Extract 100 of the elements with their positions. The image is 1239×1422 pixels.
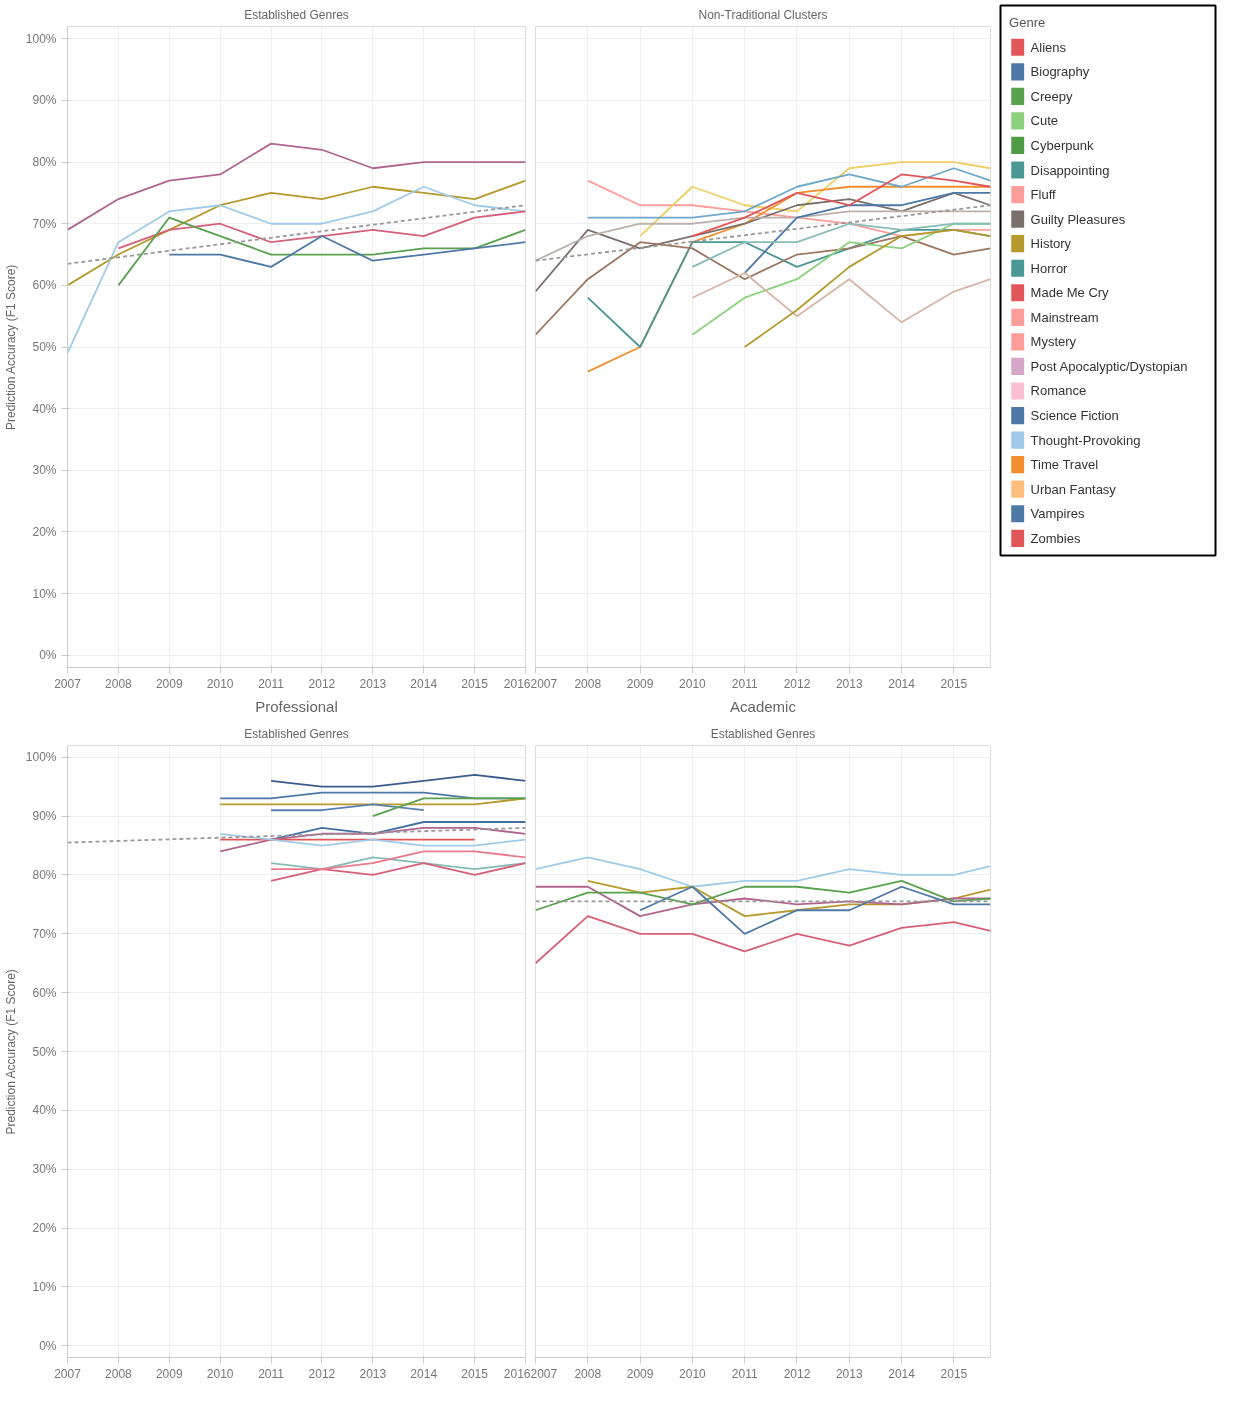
x-tick-label: 2014 <box>888 1366 916 1381</box>
x-tick-label: 2014 <box>410 676 438 691</box>
y-tick-label: 30% <box>32 1162 57 1177</box>
category-label: Zombies <box>1030 530 1081 546</box>
line-series <box>270 862 526 882</box>
category-label: Creepy <box>1030 88 1074 104</box>
x-tick-label: 2012 <box>308 676 336 691</box>
x-tick-label: 2009 <box>155 676 183 691</box>
category-label: Horror <box>1030 260 1069 276</box>
y-tick-label: 40% <box>32 401 57 416</box>
chart-subtitle: Established Genres <box>244 726 349 741</box>
chart-subtitle: Established Genres <box>710 726 816 741</box>
y-tick-label: 100% <box>25 31 57 46</box>
y-tick-label: 50% <box>32 340 57 354</box>
y-tick-label: 10% <box>32 586 57 601</box>
category-label: Aliens <box>1030 39 1067 55</box>
y-axis-title: Prediction Accuracy (F1 Score) <box>3 969 18 1135</box>
y-axis-title: Prediction Accuracy (F1 Score) <box>3 264 18 431</box>
x-tick-label: 2011 <box>258 1366 285 1381</box>
category-label: Post Apocalyptic/Dystopian <box>1030 358 1188 374</box>
category-label: Thought-Provoking <box>1030 432 1141 448</box>
category-label: History <box>1030 236 1072 252</box>
x-tick-label: 2010 <box>679 676 707 691</box>
chart-title: Academic <box>730 697 797 715</box>
y-tick-label: 30% <box>32 463 57 478</box>
x-tick-label: 2011 <box>258 676 285 691</box>
x-tick-label: 2010 <box>679 1366 707 1381</box>
y-tick-label: 20% <box>32 1221 57 1236</box>
line-series <box>270 821 526 841</box>
chart-title: Non-Traditional Clusters <box>698 7 828 22</box>
x-tick-label: 2009 <box>626 1366 654 1381</box>
category-label: Cute <box>1030 113 1059 129</box>
category-label: Cyberpunk <box>1030 137 1094 153</box>
x-tick-label: 2013 <box>835 1366 863 1381</box>
y-tick-label: 70% <box>32 216 57 231</box>
category-label: Disappointing <box>1030 162 1110 178</box>
x-tick-label: 2009 <box>155 1366 183 1381</box>
line-series <box>117 210 526 250</box>
x-tick-label: 2016 <box>503 1366 531 1381</box>
x-tick-label: 2012 <box>783 676 811 691</box>
x-tick-label: 2014 <box>888 676 916 691</box>
x-tick-label: 2007 <box>54 676 82 691</box>
category-label: Mystery <box>1030 334 1077 350</box>
x-tick-label: 2012 <box>308 1366 336 1381</box>
x-tick-label: 2008 <box>574 676 602 691</box>
category-label: Mainstream <box>1030 309 1099 325</box>
category-label: Science Fiction <box>1030 408 1119 424</box>
line-series <box>270 850 526 870</box>
category-label: Vampires <box>1030 506 1086 522</box>
y-tick-label: 20% <box>32 524 57 539</box>
x-tick-label: 2011 <box>731 676 758 691</box>
legend-title: Genre <box>1009 15 1046 31</box>
y-tick-label: 60% <box>32 278 57 293</box>
x-tick-label: 2016 <box>503 676 531 691</box>
category-label: Time Travel <box>1030 457 1099 473</box>
line-series <box>67 142 526 231</box>
category-label: Made Me Cry <box>1030 285 1110 301</box>
line-series <box>67 185 526 355</box>
x-tick-label: 2014 <box>410 1366 438 1381</box>
y-tick-label: 0% <box>39 1338 57 1353</box>
x-tick-label: 2007 <box>54 1366 82 1381</box>
y-tick-label: 80% <box>32 155 57 170</box>
line-series <box>219 826 526 853</box>
x-tick-label: 2015 <box>940 1366 968 1381</box>
x-tick-label: 2010 <box>206 1366 234 1381</box>
x-tick-label: 2008 <box>105 676 133 691</box>
chart-title: Established Genres <box>244 7 349 22</box>
x-tick-label: 2015 <box>461 676 489 691</box>
y-tick-label: 10% <box>32 1279 57 1294</box>
x-tick-label: 2015 <box>461 1366 489 1381</box>
y-tick-label: 90% <box>32 93 57 108</box>
category-label: Guilty Pleasures <box>1030 211 1126 227</box>
y-tick-label: 40% <box>32 1103 57 1118</box>
x-tick-label: 2009 <box>626 676 654 691</box>
x-tick-label: 2007 <box>530 1366 558 1381</box>
category-label: Fluff <box>1030 187 1057 203</box>
category-label: Romance <box>1030 383 1087 399</box>
chart-title: Professional <box>255 697 338 715</box>
line-series <box>117 216 526 287</box>
line-series <box>67 179 526 287</box>
y-tick-label: 100% <box>25 750 57 765</box>
x-tick-label: 2011 <box>731 1366 758 1381</box>
y-tick-label: 90% <box>32 809 57 824</box>
x-tick-label: 2008 <box>574 1366 602 1381</box>
x-tick-label: 2013 <box>359 1366 387 1381</box>
x-tick-label: 2008 <box>105 1366 133 1381</box>
category-label: Urban Fantasy <box>1030 481 1117 497</box>
y-tick-label: 0% <box>39 648 57 663</box>
x-tick-label: 2013 <box>835 676 863 691</box>
x-tick-label: 2015 <box>940 676 968 691</box>
x-tick-label: 2010 <box>206 676 234 691</box>
x-tick-label: 2013 <box>359 676 387 691</box>
x-tick-label: 2012 <box>783 1366 811 1381</box>
line-series <box>168 235 526 268</box>
y-tick-label: 50% <box>32 1044 57 1059</box>
y-tick-label: 60% <box>32 985 57 1000</box>
x-tick-label: 2007 <box>530 676 558 691</box>
y-tick-label: 80% <box>32 867 57 882</box>
y-tick-label: 70% <box>32 926 57 941</box>
category-label: Biography <box>1030 64 1090 80</box>
